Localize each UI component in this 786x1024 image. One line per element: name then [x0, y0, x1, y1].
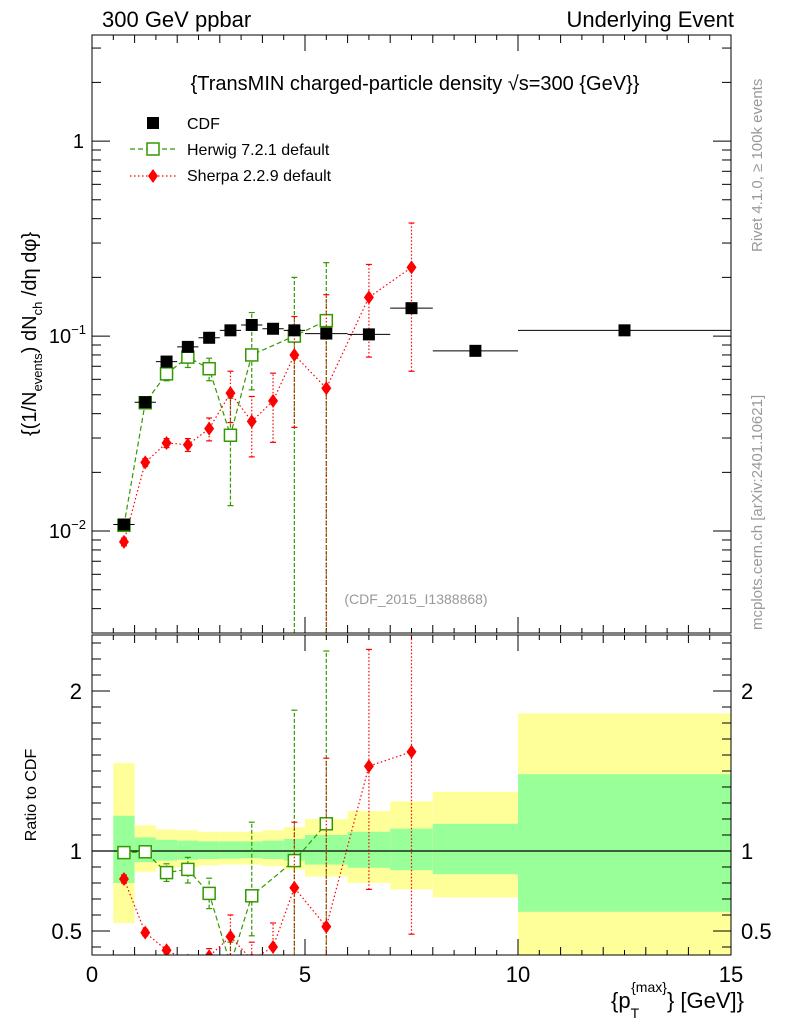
x-tick-label: 0	[86, 962, 98, 987]
data-point-cdf	[362, 328, 375, 341]
legend-herwig-label: Herwig 7.2.1 default	[187, 142, 330, 159]
data-point-sherpa	[246, 414, 257, 429]
data-point-sherpa	[205, 949, 214, 955]
data-point-cdf	[618, 324, 631, 337]
data-point-sherpa	[186, 953, 189, 955]
data-point-sherpa	[225, 386, 236, 401]
band-inner	[432, 823, 518, 875]
ratio-uncertainty-bands	[113, 713, 731, 955]
legend: CDF Herwig 7.2.1 default Sherpa 2.2.9 de…	[130, 116, 332, 185]
data-point-herwig	[202, 361, 216, 376]
main-data-layer	[113, 222, 731, 633]
data-point-cdf	[288, 324, 301, 337]
data-point-herwig	[181, 350, 195, 364]
x-tick-label: 15	[719, 962, 743, 987]
legend-cdf-marker	[147, 117, 159, 129]
data-point-sherpa	[289, 347, 300, 362]
legend-cdf-label: CDF	[187, 116, 220, 133]
data-point-cdf	[469, 344, 482, 357]
ratio-y-tick-label-right: 1	[741, 839, 753, 864]
ratio-frame	[91, 634, 732, 956]
data-point-sherpa	[289, 880, 300, 895]
ratio-axes: 0 5 10 15 0.5 0.5 1 1 2 2	[51, 635, 772, 987]
data-point-herwig	[245, 889, 259, 903]
data-point-sherpa	[161, 435, 172, 450]
rivet-version-label: Rivet 4.1.0, ≥ 100k events	[749, 79, 766, 252]
data-point-herwig	[245, 348, 259, 362]
data-point-cdf	[320, 327, 333, 340]
y-axis-label: {(1/Nevents) dNch /dη dφ}	[19, 232, 45, 436]
band-inner	[177, 840, 199, 860]
data-point-sherpa	[118, 534, 129, 549]
ratio-y-tick-label: 0.5	[51, 919, 82, 944]
main-frame	[91, 34, 732, 634]
y-tick-label: 10−2	[49, 517, 86, 543]
data-point-sherpa	[204, 421, 215, 436]
ratio-y-axis-label: Ratio to CDF	[23, 749, 40, 842]
data-point-sherpa	[363, 759, 374, 774]
legend-herwig-marker	[146, 142, 160, 156]
data-point-cdf	[181, 340, 194, 353]
analysis-watermark: (CDF_2015_I1388868)	[344, 591, 487, 607]
ratio-data-layer	[117, 635, 417, 971]
header-left: 300 GeV ppbar	[102, 7, 251, 32]
data-point-sherpa	[363, 290, 374, 305]
source-label: mcplots.cern.ch [arXiv:2401.10621]	[749, 395, 766, 630]
series-line	[123, 751, 412, 955]
x-tick-label: 5	[299, 962, 311, 987]
data-point-herwig	[159, 865, 174, 880]
band-inner	[262, 840, 284, 859]
header-right: Underlying Event	[566, 7, 734, 32]
band-inner	[198, 841, 220, 859]
data-point-sherpa	[268, 940, 279, 954]
main-panel: 10−2 10−1 1 {TransMIN charged-particle den…	[19, 34, 732, 634]
ratio-panel: 0 5 10 15 0.5 0.5 1 1 2 2 Ratio to CDF	[23, 634, 772, 987]
data-point-herwig	[181, 862, 195, 877]
x-tick-label: 10	[506, 962, 530, 987]
legend-sherpa-marker	[148, 169, 158, 183]
data-point-sherpa	[406, 260, 417, 275]
data-point-herwig	[117, 845, 131, 860]
band-inner	[155, 839, 178, 861]
data-point-sherpa	[321, 919, 332, 934]
band-inner	[518, 774, 731, 912]
band-inner	[219, 841, 242, 859]
data-point-cdf	[117, 518, 130, 531]
data-point-cdf	[267, 322, 280, 335]
y-tick-label: 1	[73, 131, 84, 153]
data-point-sherpa	[118, 872, 129, 886]
data-point-cdf	[203, 331, 216, 344]
data-point-cdf	[405, 302, 418, 315]
data-point-herwig	[223, 428, 238, 442]
data-point-herwig	[202, 886, 216, 901]
series-line	[123, 266, 412, 543]
data-point-herwig	[159, 367, 174, 381]
ratio-y-tick-label-right: 2	[741, 679, 753, 704]
data-point-herwig	[224, 959, 236, 971]
data-point-sherpa	[140, 925, 151, 940]
chart-title: {TransMIN charged-particle density √s=30…	[191, 73, 640, 95]
ratio-y-tick-label: 2	[70, 679, 82, 704]
ratio-y-tick-label: 1	[70, 839, 82, 864]
data-point-sherpa	[406, 744, 417, 759]
y-tick-label: 10−1	[49, 322, 86, 348]
data-point-sherpa	[321, 381, 332, 396]
data-point-cdf	[245, 318, 258, 331]
data-point-sherpa	[182, 437, 193, 452]
data-point-cdf	[160, 355, 173, 368]
legend-sherpa-label: Sherpa 2.2.9 default	[187, 168, 332, 185]
data-point-cdf	[139, 396, 152, 409]
data-point-cdf	[224, 324, 237, 337]
data-point-sherpa	[268, 393, 279, 408]
data-point-herwig	[138, 845, 152, 859]
main-axes: 10−2 10−1 1	[49, 35, 732, 634]
ratio-y-tick-label-right: 0.5	[741, 919, 772, 944]
data-point-sherpa	[225, 929, 236, 944]
data-point-sherpa	[161, 943, 172, 955]
data-point-sherpa	[250, 952, 254, 955]
data-point-sherpa	[140, 455, 151, 470]
